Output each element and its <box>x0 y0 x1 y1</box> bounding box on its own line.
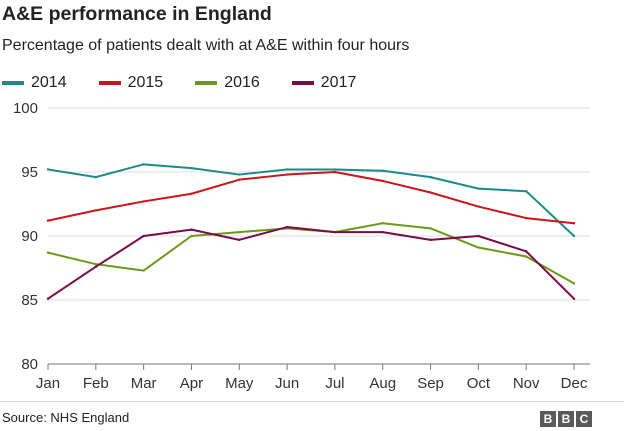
bbc-logo-block: C <box>576 411 592 427</box>
data-point-2015 <box>94 209 98 212</box>
x-tick-label: Jan <box>36 375 60 392</box>
chart-title: A&E performance in England <box>2 3 272 25</box>
data-point-2016 <box>190 234 193 238</box>
data-point-2014 <box>190 166 193 170</box>
legend-label: 2015 <box>127 74 164 91</box>
x-tick-label: Nov <box>513 375 540 392</box>
legend: 2014 2015 2016 2017 <box>2 72 388 94</box>
legend-swatch <box>195 81 218 85</box>
data-point-2016 <box>381 222 384 225</box>
data-point-2016 <box>572 282 576 285</box>
data-point-2017 <box>94 265 98 268</box>
x-tick-label: Jun <box>275 375 299 392</box>
legend-item-2017: 2017 <box>291 74 357 92</box>
bbc-logo-block: B <box>558 411 574 427</box>
x-tick-label: Jul <box>325 375 344 392</box>
data-point-2016 <box>238 230 241 234</box>
data-point-2017 <box>429 238 432 242</box>
y-tick-label: 95 <box>21 164 38 181</box>
data-point-2015 <box>524 216 528 220</box>
y-tick-label: 100 <box>13 100 38 117</box>
data-point-2015 <box>477 205 480 208</box>
series-line-2014 <box>47 163 575 237</box>
legend-swatch <box>2 81 24 85</box>
legend-swatch <box>291 81 314 85</box>
data-point-2014 <box>46 168 50 171</box>
data-point-2015 <box>381 179 384 183</box>
y-tick-label: 85 <box>21 292 38 309</box>
data-point-2015 <box>238 178 241 181</box>
data-point-2016 <box>46 251 50 254</box>
series-line-2016 <box>47 222 575 285</box>
legend-item-2015: 2015 <box>98 74 164 92</box>
legend-item-2014: 2014 <box>2 74 67 92</box>
series-line-2017 <box>47 226 575 300</box>
data-point-2014 <box>477 187 480 190</box>
source-note: Source: NHS England <box>2 410 130 425</box>
data-point-2014 <box>429 175 432 179</box>
data-point-2015 <box>429 191 432 194</box>
x-tick-label: Mar <box>131 375 157 392</box>
data-point-2017 <box>524 250 528 253</box>
x-tick-label: Apr <box>180 375 203 392</box>
data-point-2014 <box>333 168 337 171</box>
data-point-2015 <box>190 192 193 195</box>
legend-item-2016: 2016 <box>195 74 260 92</box>
data-point-2017 <box>190 228 193 231</box>
data-point-2016 <box>94 262 98 266</box>
legend-swatch <box>98 81 121 85</box>
data-point-2014 <box>94 175 98 179</box>
chart-subtitle: Percentage of patients dealt with at A&E… <box>2 37 410 54</box>
data-point-2017 <box>142 234 145 238</box>
legend-label: 2016 <box>224 74 260 91</box>
bbc-logo-block: B <box>540 411 556 427</box>
data-point-2015 <box>285 173 289 176</box>
data-point-2016 <box>142 269 145 272</box>
x-tick-label: Aug <box>369 375 396 392</box>
data-point-2014 <box>285 168 289 171</box>
x-tick-label: Dec <box>561 375 588 392</box>
data-point-2014 <box>524 190 528 193</box>
data-point-2014 <box>142 163 145 166</box>
data-point-2016 <box>429 227 432 230</box>
series-line-2015 <box>47 171 575 225</box>
data-point-2016 <box>524 255 528 258</box>
data-point-2015 <box>46 219 50 222</box>
data-point-2017 <box>238 238 241 242</box>
x-tick-label: Feb <box>83 375 109 392</box>
legend-label: 2017 <box>320 74 357 91</box>
data-point-2017 <box>477 234 480 238</box>
data-point-2017 <box>46 297 50 300</box>
data-point-2015 <box>333 170 337 174</box>
data-point-2015 <box>572 222 576 225</box>
footer-divider <box>0 401 624 402</box>
data-point-2017 <box>381 230 384 234</box>
data-point-2017 <box>285 225 289 229</box>
legend-label: 2014 <box>31 74 67 91</box>
data-point-2015 <box>142 200 145 203</box>
data-point-2014 <box>572 234 576 238</box>
y-tick-label: 90 <box>21 228 38 245</box>
line-chart: 80 85 90 95 100 Jan Feb Mar Apr May Jun Jul Aug Sep Oc… <box>13 100 590 392</box>
x-tick-label: Oct <box>467 375 491 392</box>
data-point-2017 <box>333 230 337 234</box>
x-tick-label: May <box>225 375 254 392</box>
y-tick-label: 80 <box>21 356 38 373</box>
data-point-2014 <box>381 169 384 172</box>
x-tick-label: Sep <box>417 375 444 392</box>
data-point-2016 <box>477 246 480 249</box>
data-point-2014 <box>238 173 241 176</box>
data-point-2017 <box>572 297 576 300</box>
